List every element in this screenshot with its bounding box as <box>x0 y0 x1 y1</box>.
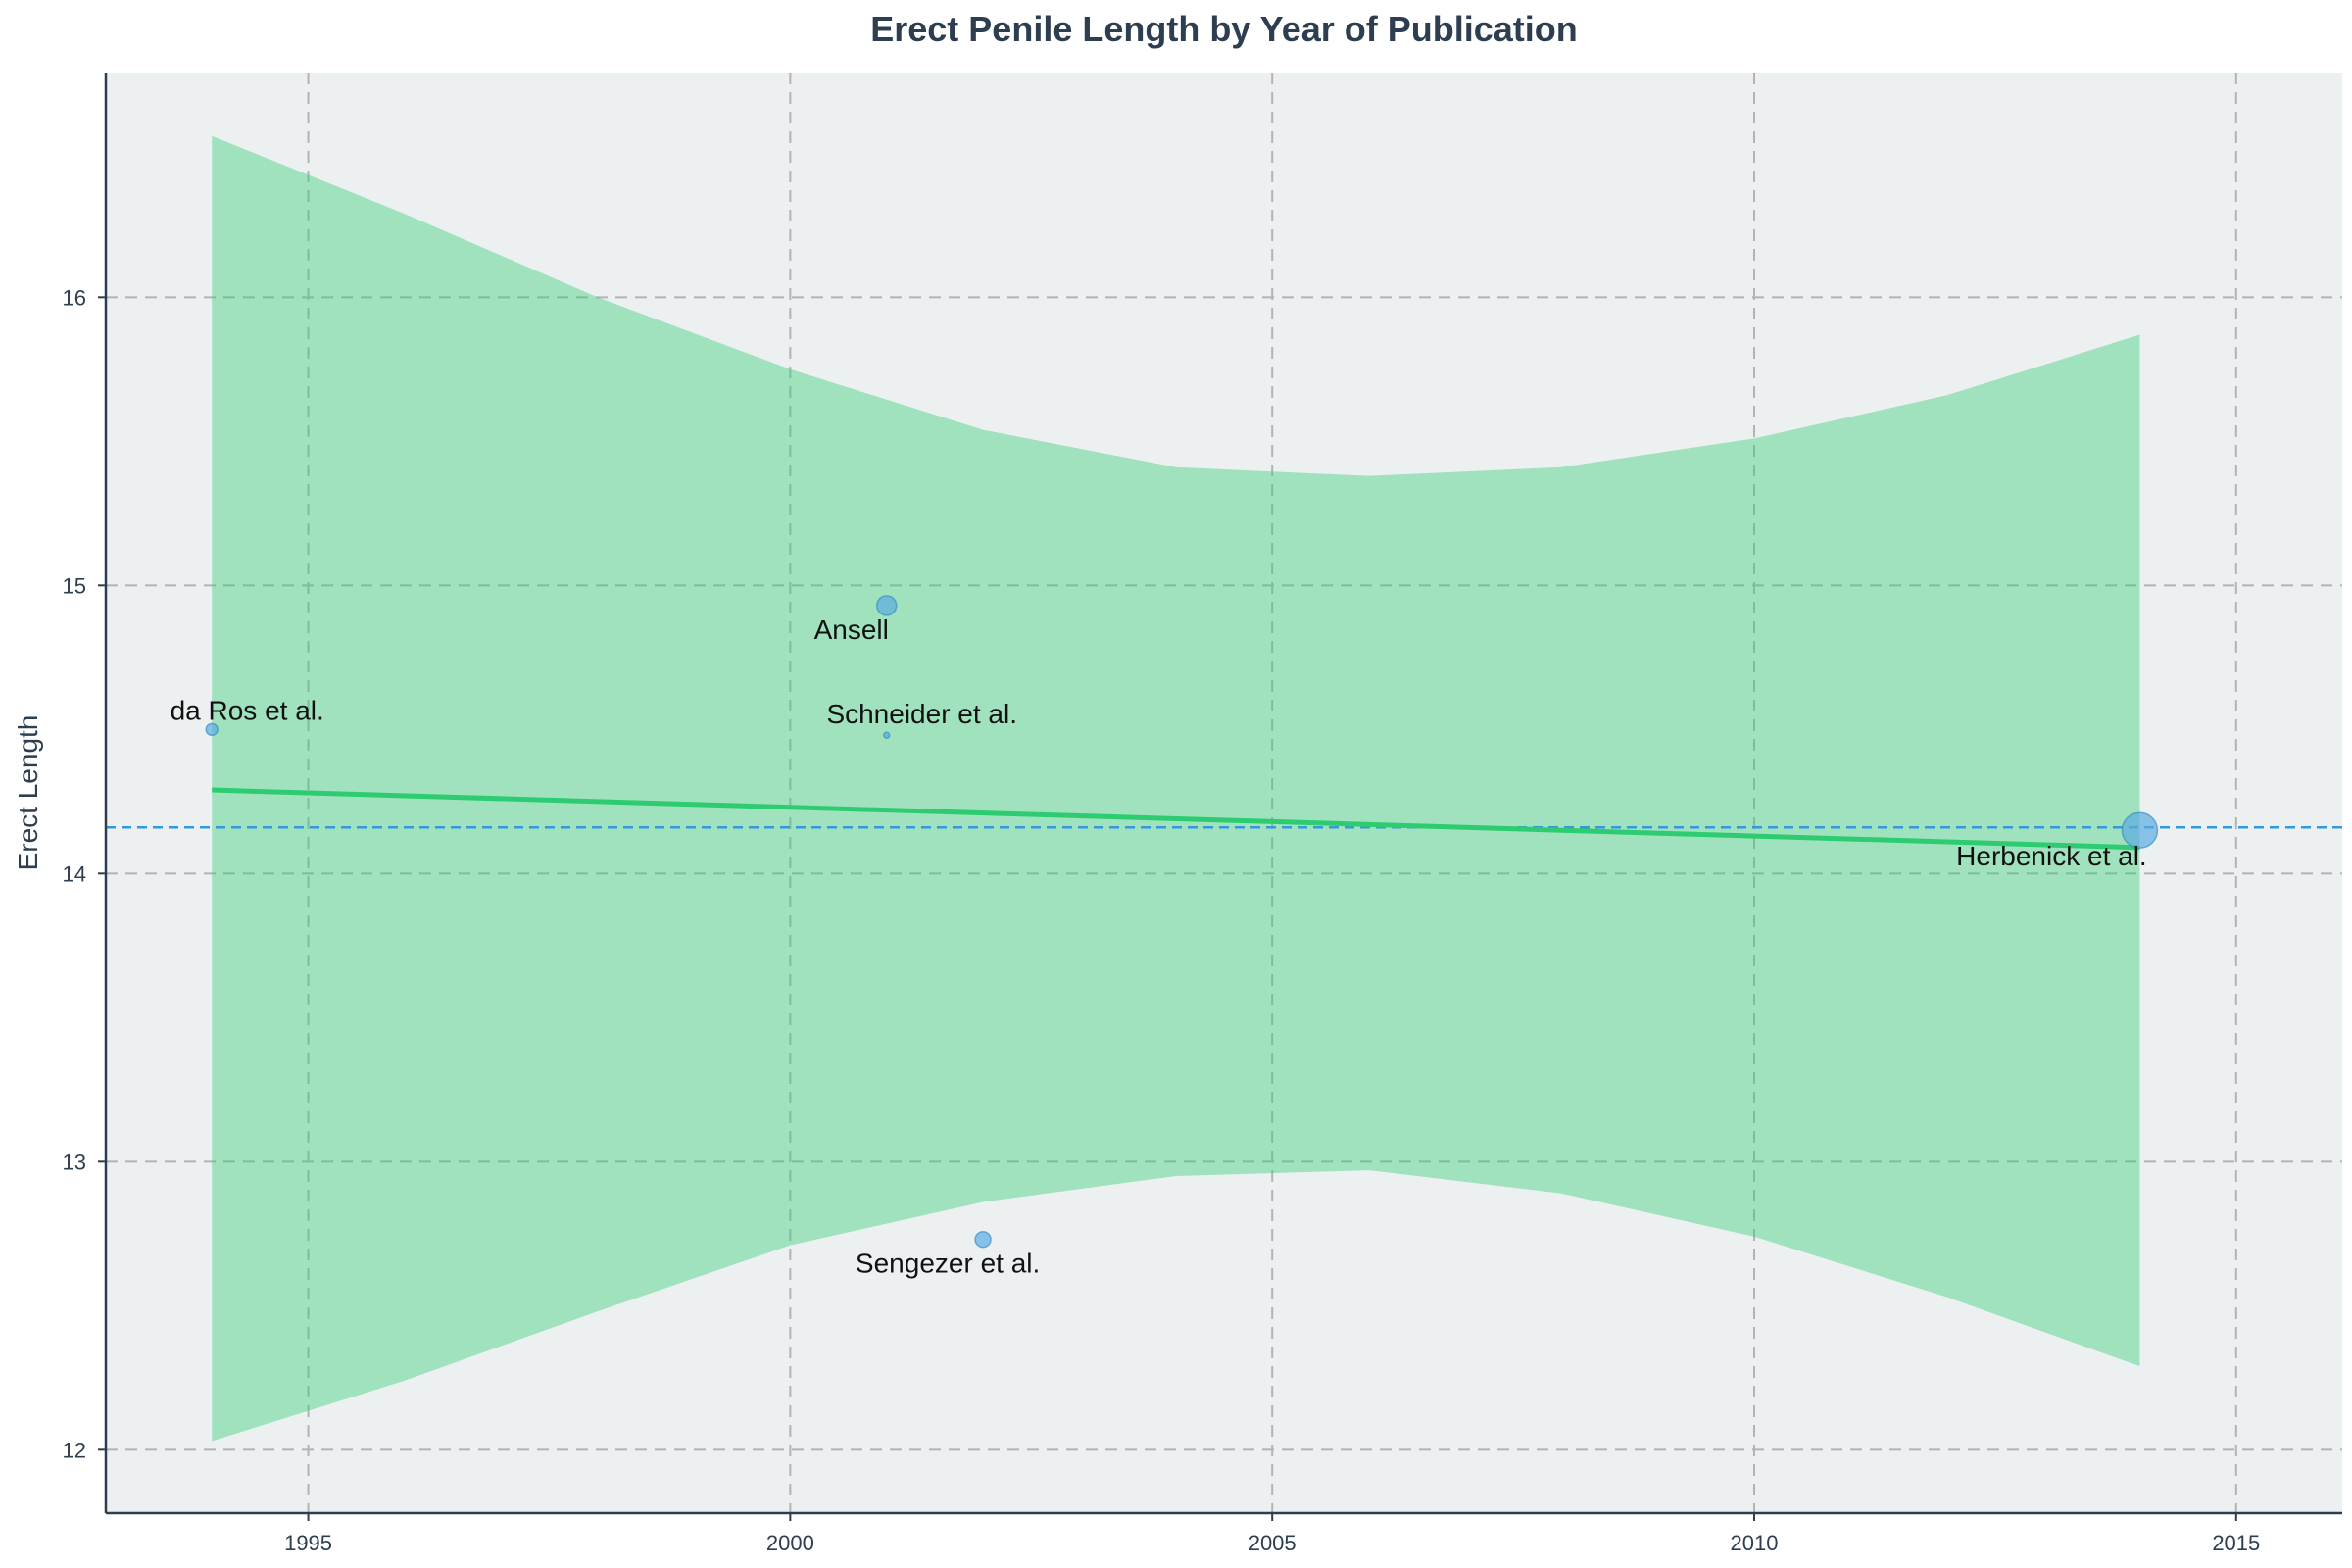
data-point <box>875 595 898 616</box>
y-axis-label: Erect Length <box>13 715 43 871</box>
point-label: da Ros et al. <box>171 695 324 725</box>
grid-lines <box>106 73 2342 1513</box>
y-tick-label: 15 <box>63 573 86 598</box>
x-tick-label: 2015 <box>2212 1531 2260 1555</box>
data-point <box>2121 811 2159 849</box>
data-point <box>205 722 219 737</box>
y-tick-label: 16 <box>63 285 86 310</box>
plot-area <box>106 73 2342 1513</box>
point-labels: da Ros et al. Ansell Schneider et al. Senge… <box>171 614 2147 1279</box>
y-tick-label: 14 <box>63 861 86 886</box>
confidence-band <box>212 135 2140 1442</box>
x-tick-label: 1995 <box>284 1531 332 1555</box>
point-label: Schneider et al. <box>826 699 1017 729</box>
y-tick-label: 13 <box>63 1150 86 1174</box>
trend-line <box>212 787 2140 851</box>
x-tick-label: 2005 <box>1249 1531 1297 1555</box>
chart-title: Erect Penile Length by Year of Publicati… <box>870 9 1578 49</box>
data-point <box>882 731 891 739</box>
x-tick-label: 2010 <box>1731 1531 1779 1555</box>
y-tick-label: 12 <box>63 1438 86 1462</box>
data-point <box>974 1230 992 1249</box>
x-tick-label: 2000 <box>766 1531 814 1555</box>
axes <box>104 73 2342 1515</box>
point-label: Herbenick et al. <box>1956 841 2147 871</box>
point-label: Ansell <box>814 614 889 645</box>
data-points <box>205 595 2159 1249</box>
point-label: Sengezer et al. <box>856 1249 1040 1279</box>
axis-ticks: 1995 2000 2005 2010 2015 12 13 14 15 16 <box>63 285 2261 1555</box>
